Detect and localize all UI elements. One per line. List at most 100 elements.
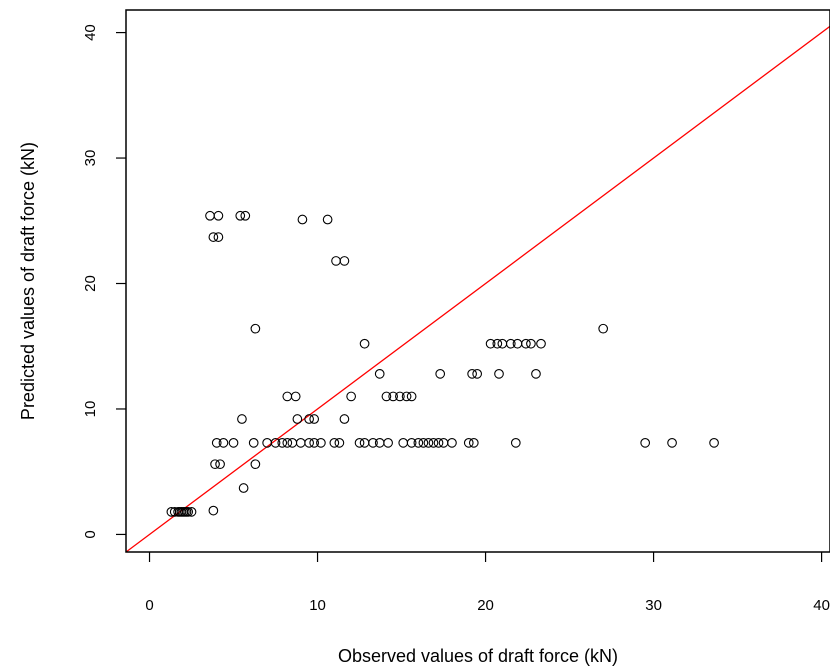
data-point [334,437,345,448]
data-point [368,437,378,448]
data-point [526,338,536,349]
x-tick-label: 30 [645,597,662,614]
data-point [304,414,314,424]
data-point [250,459,261,470]
data-point [237,414,247,424]
data-point [438,437,449,448]
data-point [218,437,229,448]
data-point [215,459,225,470]
data-point [401,391,412,402]
data-point [492,338,503,349]
data-point [270,437,281,448]
data-point [418,437,429,448]
data-point [174,507,185,517]
data-point [494,368,504,379]
data-point [505,338,516,349]
y-tick-label: 30 [82,150,99,167]
data-point [208,232,219,242]
data-point [468,437,479,448]
data-point [211,437,222,448]
data-point [309,437,320,448]
y-tick-label: 20 [82,275,99,292]
identity-reference-line [126,25,830,552]
data-point [339,414,350,424]
data-point [346,391,356,402]
data-point [383,437,393,448]
data-point [640,437,651,448]
data-point [290,391,301,402]
x-tick-label: 40 [813,597,830,614]
data-point [297,214,308,225]
data-point [521,338,531,349]
data-point [208,505,219,516]
data-point [359,437,370,448]
data-point [374,437,385,448]
data-point [381,391,392,402]
data-point [205,210,215,221]
data-point [512,338,523,349]
data-point [435,368,446,379]
data-point [240,210,251,221]
data-point [213,232,224,242]
y-axis-label: Predicted values of draft force (kN) [18,142,38,420]
y-tick-label: 40 [82,24,99,41]
data-point [667,437,677,448]
data-point [447,437,457,448]
data-point [598,323,609,334]
data-point [433,437,444,448]
data-point [536,338,546,349]
data-point [531,368,541,379]
data-point [277,437,288,448]
data-point [467,368,477,379]
data-point [485,338,496,349]
data-point [463,437,474,448]
data-point [304,437,314,448]
x-axis-label: Observed values of draft force (kN) [338,646,618,666]
data-point [213,210,224,221]
data-point [406,437,417,448]
data-point [250,323,261,334]
plot-frame [125,9,830,553]
data-point [497,338,508,349]
data-point [709,437,719,448]
x-axis: 0 10 20 30 40 [145,552,830,614]
data-point [179,507,190,517]
x-tick-label: 10 [309,597,326,614]
data-point [282,437,293,448]
data-point [374,368,385,379]
data-point [406,391,417,402]
data-point [292,414,303,424]
data-point [423,437,434,448]
y-axis: 0 10 20 30 40 [82,24,126,539]
data-point [295,437,306,448]
data-point [428,437,439,448]
data-point [228,437,239,448]
data-point [472,368,483,379]
data-point [413,437,424,448]
data-point [331,256,341,266]
data-point [287,437,298,448]
y-tick-label: 0 [82,530,99,538]
data-points [166,210,719,517]
data-point [309,414,320,424]
data-point [235,210,246,221]
data-point [186,507,197,517]
data-point [322,214,333,225]
data-point [398,437,409,448]
x-tick-label: 20 [477,597,494,614]
data-point [395,391,405,402]
data-point [316,437,326,448]
data-point [329,437,340,448]
data-point [339,256,350,266]
data-point [282,391,293,402]
data-point [359,338,370,349]
data-point [238,483,249,493]
data-point [354,437,365,448]
data-point [510,437,521,448]
data-point [248,437,259,448]
data-point [388,391,399,402]
x-tick-label: 0 [145,597,153,614]
data-point [210,459,220,470]
y-tick-label: 10 [82,401,99,418]
